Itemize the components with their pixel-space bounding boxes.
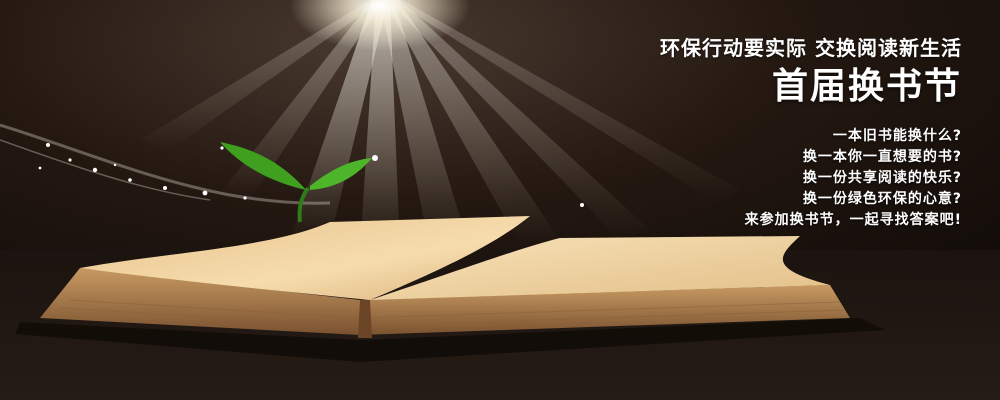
- sprout: [220, 142, 372, 223]
- book-spine: [358, 300, 372, 338]
- slogan: 环保行动要实际 交换阅读新生活: [660, 36, 962, 60]
- question-item: 来参加换书节，一起寻找答案吧!: [744, 212, 962, 228]
- question-list: 一本旧书能换什么? 换一本你一直想要的书? 换一份共享阅读的快乐? 换一份绿色环…: [532, 126, 962, 231]
- sparkle-trail: [0, 123, 331, 205]
- question-item: 换一份绿色环保的心意?: [802, 191, 962, 207]
- open-book: [15, 216, 885, 362]
- right-page: [370, 236, 830, 300]
- question-item: 换一份共享阅读的快乐?: [802, 170, 962, 186]
- sprout-right-leaf: [310, 158, 372, 190]
- sprout-left-leaf: [220, 142, 306, 190]
- light-source-glow: [290, 0, 470, 51]
- headline: 首届换书节: [771, 66, 962, 107]
- question-item: 一本旧书能换什么?: [832, 128, 962, 144]
- left-page-stack: [40, 268, 360, 335]
- question-item: 换一本你一直想要的书?: [802, 149, 962, 165]
- left-page: [80, 216, 530, 300]
- promo-text: 环保行动要实际 交换阅读新生活 首届换书节 一本旧书能换什么? 换一本你一直想要…: [532, 36, 962, 231]
